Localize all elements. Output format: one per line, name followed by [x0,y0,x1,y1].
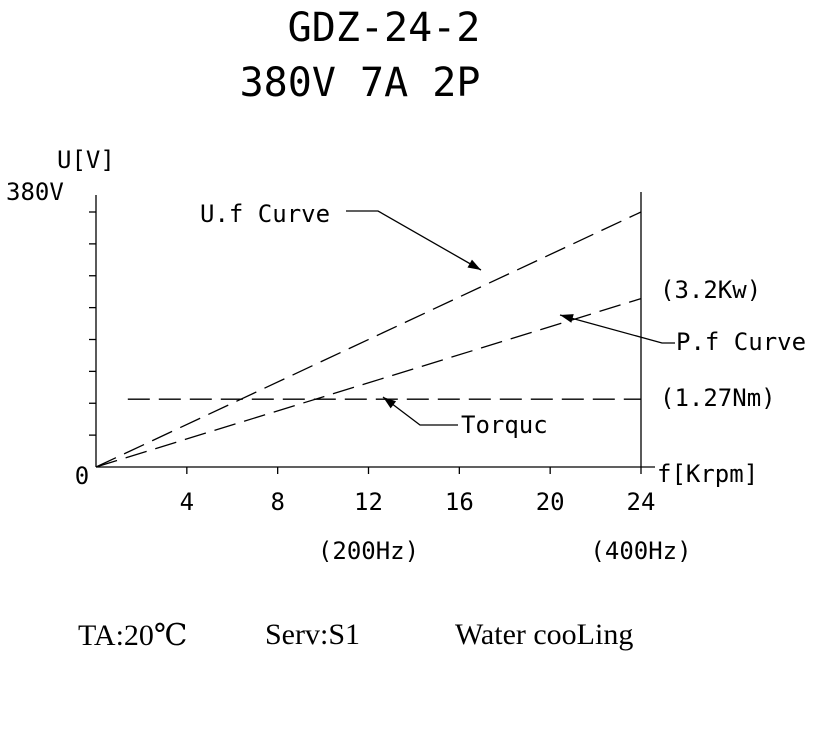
x-tick-label: 8 [270,488,284,516]
x-secondary-label: (200Hz) [318,537,419,565]
cooling-label: Water cooLing [455,618,634,651]
leader-arrowhead [383,397,397,409]
series-name-pf: P.f Curve [676,328,806,356]
leader-uf [346,210,482,271]
leader-torque [382,396,458,426]
torque-end-label: (1.27Nm) [660,384,776,412]
series-line [95,297,642,468]
x-tick-label: 24 [627,488,656,516]
footer-conditions: TA:20℃ Serv:S1 Water cooLing [0,618,837,662]
series-line [95,211,642,468]
x-axis-label: f[Krpm] [657,460,758,488]
series-name-torque: Torquc [461,411,548,439]
y-axis-max-label: 380V [6,178,64,206]
y-axis-label: U[V] [57,146,115,174]
performance-chart: GDZ-24-2 380V 7A 2P U[V] 380V 4 8 12 16 20 24… [6,5,806,565]
ambient-temp-label: TA:20℃ [78,619,188,652]
chart-axes [95,192,655,468]
leader-pf [559,314,675,344]
x-tick-label: 16 [445,488,474,516]
chart-title-line1: GDZ-24-2 [288,5,481,51]
chart-title-line2: 380V 7A 2P [240,60,481,106]
service-duty-label: Serv:S1 [265,618,361,651]
leader-arrowhead [467,259,481,270]
origin-label: 0 [75,462,89,490]
chart-ticks [89,211,642,474]
chart-labels: 4 8 12 16 20 24 0 f[Krpm] (200Hz) (400Hz) U.f Curv… [75,200,806,565]
x-secondary-label: (400Hz) [590,537,691,565]
leader-arrowhead [560,314,574,323]
chart-series [95,211,642,468]
x-tick-label: 12 [354,488,383,516]
series-name-uf: U.f Curve [200,200,330,228]
x-tick-label: 20 [536,488,565,516]
pf-end-label: (3.2Kw) [660,276,761,304]
x-tick-label: 4 [180,488,194,516]
